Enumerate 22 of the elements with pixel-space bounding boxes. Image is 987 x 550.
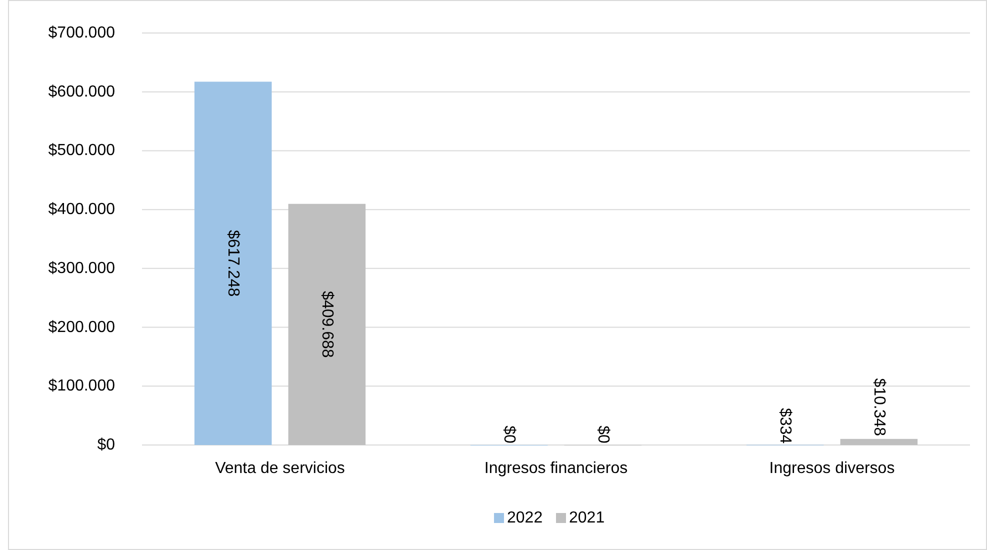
x-tick-label: Venta de servicios (215, 460, 345, 477)
data-label: $617.248 (224, 230, 242, 297)
bar (288, 204, 366, 445)
data-label: $0 (500, 426, 518, 444)
bar (194, 82, 272, 445)
data-label: $0 (594, 426, 612, 444)
y-tick-label: $100.000 (48, 378, 116, 395)
data-label: $334 (776, 408, 794, 444)
y-tick-label: $200.000 (48, 318, 116, 336)
x-tick-label: Ingresos financieros (484, 460, 628, 477)
x-tick-label: Ingresos diversos (769, 460, 895, 477)
y-tick-label: $500.000 (48, 142, 116, 160)
y-tick-label: $300.000 (48, 260, 116, 277)
y-tick-label: $700.000 (48, 24, 116, 42)
legend-label: 2021 (569, 510, 605, 526)
y-tick-label: $600.000 (48, 83, 116, 100)
data-label: $10.348 (870, 378, 888, 436)
data-label: $409.688 (318, 291, 336, 358)
y-tick-label: $400.000 (48, 201, 116, 218)
legend-label: 2022 (507, 510, 543, 526)
bar (840, 438, 918, 445)
y-tick-label: $0 (97, 436, 116, 454)
